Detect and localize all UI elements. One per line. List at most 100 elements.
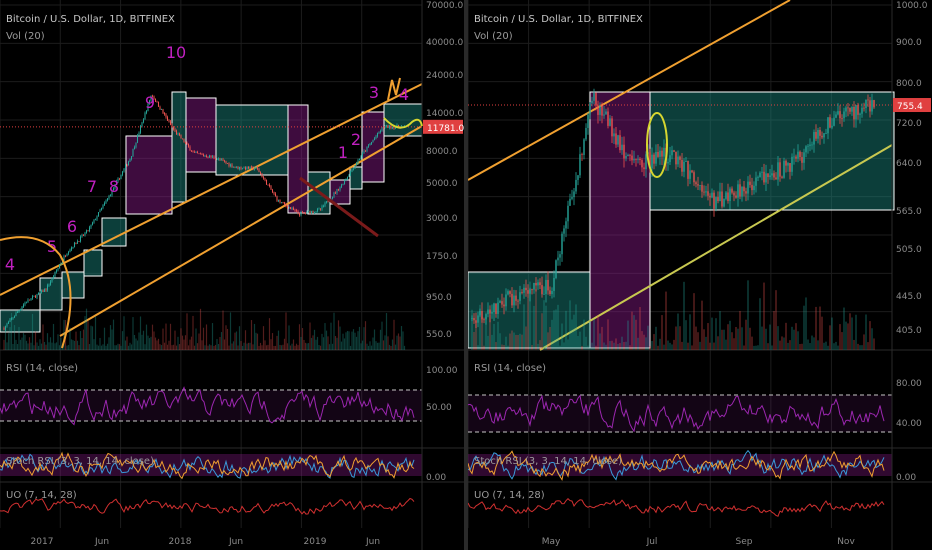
- right_panel-candle-body: [551, 290, 553, 295]
- right_panel-candle-body: [501, 301, 503, 305]
- right_panel-volume-bar: [665, 291, 667, 350]
- left_panel-candle-body: [51, 277, 53, 282]
- left_panel-candle-body: [331, 196, 334, 199]
- right_panel-candle-body: [613, 133, 615, 137]
- left_panel-candle-body: [241, 168, 244, 170]
- wave-label-10: 4: [399, 85, 409, 104]
- left_panel-candle-body: [24, 302, 26, 305]
- left_panel-candle-body: [348, 175, 350, 177]
- left_panel-candle-body: [211, 156, 214, 158]
- left_panel-volume-bar: [385, 313, 388, 350]
- left_panel-volume-bar: [249, 342, 251, 350]
- right_panel-candle-body: [521, 292, 523, 294]
- left_panel-volume-bar: [150, 336, 152, 350]
- right_panel-candle-body: [479, 311, 481, 316]
- left_panel-volume-bar: [220, 332, 223, 350]
- left_panel-candle-body: [183, 138, 185, 143]
- left_panel-candle-body: [40, 290, 43, 293]
- left_panel-candle-body: [138, 132, 140, 136]
- left_panel-candle-body: [111, 189, 113, 196]
- right_panel-volume-bar: [487, 335, 489, 350]
- right_panel-candle-body: [843, 111, 845, 119]
- right_panel-candle-body: [657, 152, 659, 157]
- left_panel-volume-bar: [190, 336, 193, 350]
- right_panel-candle-body: [611, 118, 613, 137]
- right_panel-time-tick: Sep: [736, 537, 753, 547]
- right_panel-candle-body: [573, 191, 575, 198]
- right_panel-candle-body: [827, 117, 829, 134]
- left_panel-volume-bar: [144, 344, 146, 350]
- right_panel-candle-body: [723, 198, 725, 207]
- left_panel-candle-body: [25, 302, 28, 304]
- right_panel-candle-body: [831, 125, 833, 128]
- left_panel-volume-bar: [349, 345, 352, 350]
- left_panel-trend-line: [0, 83, 423, 296]
- right_panel-volume-bar: [649, 345, 651, 350]
- left_panel-volume-bar: [259, 342, 262, 350]
- left_panel-candle-body: [6, 323, 8, 327]
- left_panel-candle-body: [318, 208, 320, 210]
- left_panel-volume-bar: [34, 331, 37, 350]
- right_panel-candle-body: [483, 319, 485, 321]
- left_panel-volume-bar: [97, 345, 100, 350]
- right_panel-candle-body: [721, 191, 723, 207]
- right_panel-volume-bar: [799, 344, 801, 350]
- right_panel-candle-body: [559, 254, 561, 258]
- left_panel-candle-body: [184, 142, 187, 144]
- left_panel-volume-bar: [106, 343, 109, 350]
- left_panel-volume-bar: [40, 343, 43, 350]
- left_panel-zone-box: [125, 135, 173, 215]
- left_panel-candle-body: [225, 161, 227, 163]
- left_panel-volume-bar: [271, 333, 274, 350]
- left_panel-candle-body: [174, 129, 176, 131]
- left_panel-candle-body: [108, 195, 110, 199]
- left_panel-volume-bar: [166, 344, 169, 350]
- left_panel-volume-bar: [309, 322, 311, 350]
- left_panel-candle-body: [237, 166, 239, 169]
- left_panel-candle-body: [87, 230, 89, 232]
- right_panel-candle-body: [485, 314, 487, 320]
- left_panel-candle-body: [207, 157, 209, 158]
- right_panel-volume-bar: [841, 332, 843, 350]
- left_panel-candle-body: [144, 112, 146, 120]
- right_panel-volume-bar: [519, 333, 521, 350]
- left_panel-candle-body: [394, 127, 397, 129]
- left_panel-volume-bar: [105, 345, 107, 350]
- left_panel-candle-body: [259, 172, 262, 174]
- right_panel-volume-bar: [591, 342, 593, 350]
- left_panel-volume-bar: [10, 312, 13, 350]
- left_panel-candle-body: [301, 212, 304, 213]
- left_panel-candle-body: [63, 256, 65, 261]
- right_panel-candle-body: [793, 156, 795, 158]
- left_panel-zone-box: [83, 249, 103, 277]
- right_panel-volume-bar: [603, 342, 605, 350]
- left_panel-volume-bar: [96, 344, 98, 350]
- left_panel-candle-body: [22, 304, 25, 307]
- right_panel-volume-bar: [543, 300, 545, 350]
- right_panel-volume-bar: [561, 323, 563, 350]
- left_panel-volume-bar: [298, 324, 301, 350]
- left_panel-volume-bar: [156, 340, 158, 350]
- left_panel-candle-body: [177, 133, 179, 135]
- left_panel-candle-body: [235, 166, 238, 168]
- left_panel-volume-bar: [226, 328, 229, 350]
- left_panel-volume-bar: [216, 338, 218, 350]
- right_panel-rsi-line: [467, 394, 885, 433]
- right_panel-candle-body: [595, 93, 597, 106]
- left_panel-volume-bar: [124, 340, 127, 350]
- left_panel-candle-body: [283, 202, 286, 205]
- right_panel-volume-bar: [873, 338, 875, 350]
- right_panel-volume-bar: [717, 336, 719, 350]
- left_panel-volume-bar: [267, 344, 269, 350]
- right_panel-candle-body: [799, 151, 801, 158]
- left_panel-volume-bar: [304, 342, 307, 350]
- left_panel-volume-bar: [291, 343, 293, 350]
- left_panel-volume-bar: [36, 342, 38, 350]
- right_panel-volume-bar: [713, 342, 715, 350]
- right_panel-price-tick: 505.0: [896, 245, 922, 255]
- left_panel-volume-bar: [253, 323, 256, 350]
- left_panel-volume-bar: [30, 342, 32, 350]
- left_panel-candle-body: [322, 205, 325, 207]
- left_panel-candle-body: [70, 247, 73, 250]
- right_panel-candle-body: [471, 318, 473, 319]
